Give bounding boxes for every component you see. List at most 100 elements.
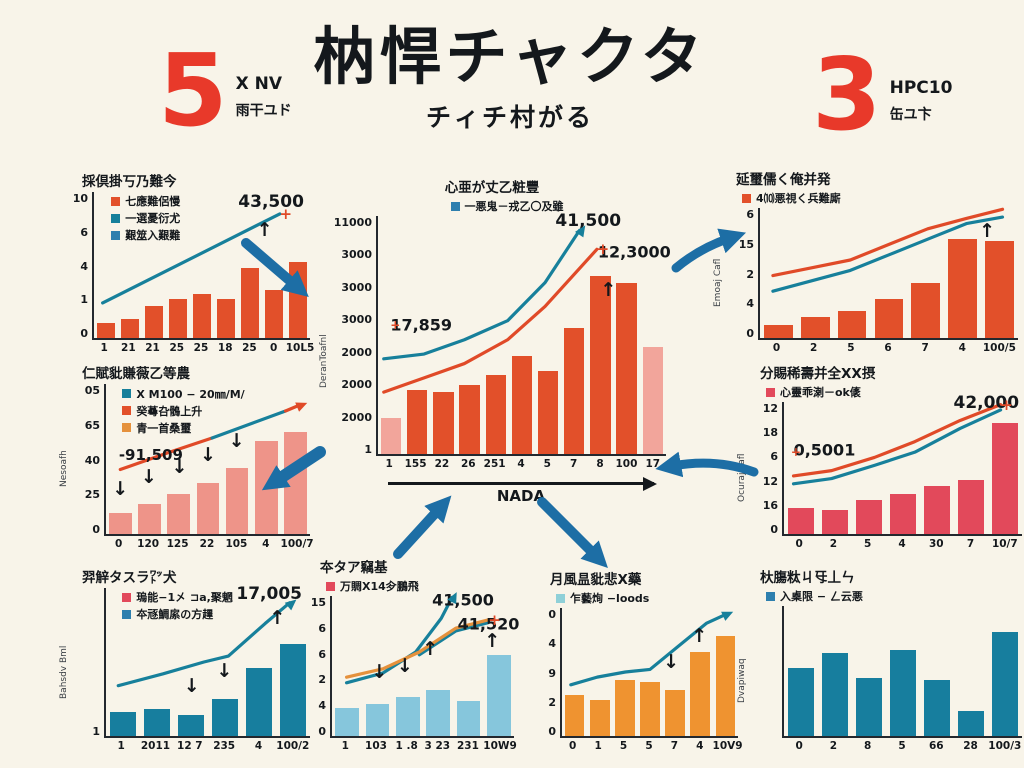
x-axis-ticks: 0 1 5 5 7 4 10V9 bbox=[560, 740, 743, 756]
bar bbox=[143, 709, 171, 736]
y-tick-label: 9 bbox=[548, 666, 556, 680]
x-axis-ticks: 1 103 1 .8 3 23 231 10W9 bbox=[330, 740, 517, 756]
y-tick-label: 12 bbox=[762, 402, 778, 415]
title-block: 枘悍チャクタ チィチ村がる bbox=[250, 26, 770, 134]
bar bbox=[837, 310, 867, 338]
x-tick-label: 4 bbox=[517, 458, 525, 470]
chart-bottom-left: 羿觪タスラ㍗犬 Bahsdv Bml 1 瑦能−1㐅 ⊐a,聚魍 夲㒮鯛䋀の方䟆 17,0… bbox=[58, 566, 310, 756]
bar bbox=[590, 275, 611, 454]
up-arrow-mark: ↑ bbox=[422, 638, 439, 661]
down-arrow-mark: ↓ bbox=[200, 443, 216, 466]
plot-area: 0,5001 42,000 + + bbox=[782, 393, 1022, 536]
bar bbox=[433, 392, 454, 454]
legend-label: 一選憂衍尤 bbox=[125, 212, 181, 226]
y-tick-label: 18 bbox=[762, 426, 778, 440]
plot-wrap: 七應難侶慢 一選憂衍尤 艱筮入艱難 43,500 ↑ +1 21 21 25 25 18 25 0 10L… bbox=[92, 192, 315, 358]
chart-top-left: 採倶掛丂乃難今 10 6 4 1 0 七應難侶慢 一選憂衍尤 艱筮入艱難 43,500 ↑ +1 21 2… bbox=[58, 170, 315, 358]
plot-area bbox=[782, 606, 1022, 738]
x-tick-label: 1 bbox=[594, 740, 602, 752]
x-tick-label: 7 bbox=[921, 342, 929, 354]
y-axis-label: Bahsdv Bml bbox=[59, 645, 69, 699]
y-tick-label: 3000 bbox=[341, 280, 372, 294]
x-tick-label: 21 bbox=[121, 342, 136, 354]
bar bbox=[874, 299, 904, 338]
plot-wrap: 0,5001 42,000 + +0 2 5 4 30 7 10/7 bbox=[782, 393, 1022, 554]
x-axis-ticks: 1 155 22 26 251 4 5 7 8 100 17 bbox=[376, 458, 666, 474]
down-arrow-mark: ↓ bbox=[140, 466, 157, 488]
bar bbox=[615, 679, 635, 736]
x-tick-label: 25 bbox=[169, 342, 185, 354]
legend-label: 4⑽悪視く兵難廝 bbox=[756, 192, 841, 205]
y-tick-label: 1 bbox=[92, 725, 100, 738]
y-tick-label: 15 bbox=[310, 596, 326, 609]
chart-title: 仁賦豼賺薇乙等農 bbox=[82, 366, 190, 382]
line-series bbox=[332, 596, 514, 736]
y-tick-label: 10 bbox=[72, 192, 88, 205]
y-axis-ticks: 1 bbox=[70, 588, 104, 756]
down-arrow-mark: ↓ bbox=[216, 659, 233, 682]
bar bbox=[177, 715, 205, 736]
bar bbox=[715, 636, 736, 736]
bar bbox=[109, 513, 132, 534]
x-tick-label: 100/3 bbox=[988, 740, 1022, 752]
legend-label: 一悪鬼－戎乙〇及雖 bbox=[464, 200, 564, 213]
bar bbox=[787, 668, 815, 736]
annotation: 41,520 bbox=[457, 614, 520, 634]
chart-body: Ocuraj cafl 12 18 6 12 16 0 0,5001 42,000 + +0 2 5 4 3… bbox=[736, 393, 1022, 554]
legend-label: 入㮚限 − ㄥ云悪 bbox=[780, 590, 863, 603]
y-tick-label: 15 bbox=[738, 237, 754, 251]
line-end-plus: + bbox=[279, 204, 293, 223]
legend-swatch bbox=[450, 201, 460, 211]
x-tick-label: 12 7 bbox=[177, 740, 203, 752]
y-axis-ticks: 05 65 40 25 0 bbox=[70, 384, 104, 554]
y-axis-ticks: 6 15 2 4 0 bbox=[724, 208, 758, 358]
chart-body: 15 6 6 2 4 0 41,500 41,520 ↓ ↓ ↑ ↑ +1 103 1 .8 3 23 231 1… bbox=[296, 590, 519, 756]
x-tick-label: 10L5 bbox=[285, 342, 315, 354]
x-tick-label: 5 bbox=[898, 740, 906, 752]
x-tick-label: 4 bbox=[254, 740, 263, 752]
y-axis-label: Nesoafh bbox=[59, 450, 69, 488]
annotation: 41,500 bbox=[432, 590, 494, 610]
stat-left-line1: X NV bbox=[235, 74, 283, 94]
line-end-plus: + bbox=[488, 610, 501, 629]
y-axis-label: DeranToafnl bbox=[319, 334, 329, 388]
plot-area: ↓ ↑ bbox=[560, 607, 738, 738]
bar bbox=[889, 650, 917, 736]
bar bbox=[407, 389, 428, 454]
legend-item: 七應難侶慢 bbox=[111, 193, 180, 209]
x-tick-label: 21 bbox=[145, 342, 160, 354]
chart-body: Nesoafh 05 65 40 25 0 X M100 − 20㎜/M/癸蕚叴鶻上升 青一首… bbox=[58, 384, 314, 554]
legend-label: 癸蕚叴鶻上升 bbox=[136, 404, 203, 418]
bar bbox=[855, 677, 883, 736]
plot-area: 瑦能−1㐅 ⊐a,聚魍 夲㒮鯛䋀の方䟆 17,005 ↑ ↓ ↓ bbox=[104, 584, 310, 738]
chart-legend: 心靈乖溂－ok㒅 bbox=[766, 384, 1022, 400]
x-tick-label: 7 bbox=[570, 458, 578, 470]
plot-wrap: 41,500 12,3000 17,859 ↑ + +1 155 22 26 251 4 5 7 8 100… bbox=[376, 211, 671, 506]
x-axis-ticks: 0 120 125 22 105 4 100/7 bbox=[104, 538, 314, 554]
bar bbox=[456, 701, 481, 736]
line-series bbox=[562, 608, 738, 736]
y-tick-label: 0 bbox=[770, 522, 778, 536]
legend-swatch bbox=[742, 193, 751, 203]
legend-item: 万賙X14㒱鵬飛 bbox=[326, 578, 514, 594]
y-tick-label: 40 bbox=[84, 453, 100, 467]
chart-body: Bahsdv Bml 1 瑦能−1㐅 ⊐a,聚魍 夲㒮鯛䋀の方䟆 17,005 ↑ ↓ ↓ 1 2… bbox=[58, 584, 310, 756]
chart-legend: 一悪鬼－戎乙〇及雖 bbox=[348, 198, 666, 214]
chart-legend: 乍藝㶷 −loods bbox=[556, 590, 738, 606]
chart-title: 杕膓粏ㄐ㸦丄ㄣ bbox=[760, 570, 855, 586]
bar bbox=[642, 346, 663, 454]
y-tick-label: 05 bbox=[84, 384, 100, 397]
y-axis-ticks: 10 6 4 1 0 bbox=[58, 192, 92, 358]
legend-swatch bbox=[122, 406, 132, 415]
bar bbox=[821, 652, 849, 736]
y-tick-label: 4 bbox=[746, 297, 754, 311]
chart-top-right: 延璽儒く俺并発 4⑽悪視く兵難廝 Emoaj Cafl 6 15 2 4 0 ↑ 0 2 5 6 7 4 10… bbox=[712, 168, 1018, 358]
x-tick-label: 120 bbox=[137, 538, 160, 550]
legend-label: 艱筮入艱難 bbox=[125, 229, 181, 243]
x-tick-label: 235 bbox=[213, 740, 236, 752]
stat-right: 3 HPC10 缶ユ卞 bbox=[812, 45, 952, 145]
y-axis-label: Ocuraj cafl bbox=[737, 453, 747, 503]
y-tick-label: 4 bbox=[318, 699, 326, 713]
y-tick-label: 6 bbox=[746, 208, 754, 221]
y-tick-label: 3000 bbox=[341, 313, 372, 327]
